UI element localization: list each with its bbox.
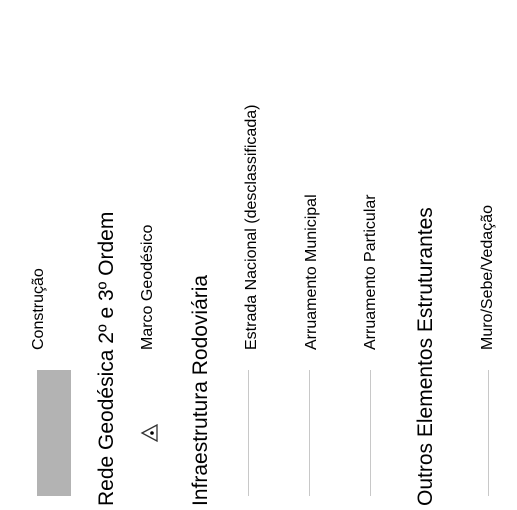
muro-label: Muro/Sebe/Vedação <box>479 205 496 350</box>
arruamento-municipal-label: Arruamento Municipal <box>303 194 320 350</box>
outros-elementos-heading: Outros Elementos Estruturantes <box>414 207 437 506</box>
triangle-dot-icon <box>140 423 158 443</box>
marco-geodesico-label: Marco Geodésico <box>139 224 156 350</box>
construcao-swatch <box>37 370 71 496</box>
estrada-nacional-label: Estrada Nacional (desclassificada) <box>243 104 260 350</box>
rede-geodesica-heading: Rede Geodésica 2º e 3º Ordem <box>95 211 118 506</box>
estrada-nacional-symbol <box>248 370 249 496</box>
arruamento-municipal-symbol <box>309 370 310 496</box>
infraestrutura-rodoviaria-heading: Infraestrutura Rodoviária <box>189 274 212 506</box>
arruamento-particular-symbol <box>370 370 371 496</box>
muro-symbol <box>488 370 489 496</box>
construcao-label: Construção <box>30 268 47 350</box>
arruamento-particular-label: Arruamento Particular <box>362 194 379 350</box>
